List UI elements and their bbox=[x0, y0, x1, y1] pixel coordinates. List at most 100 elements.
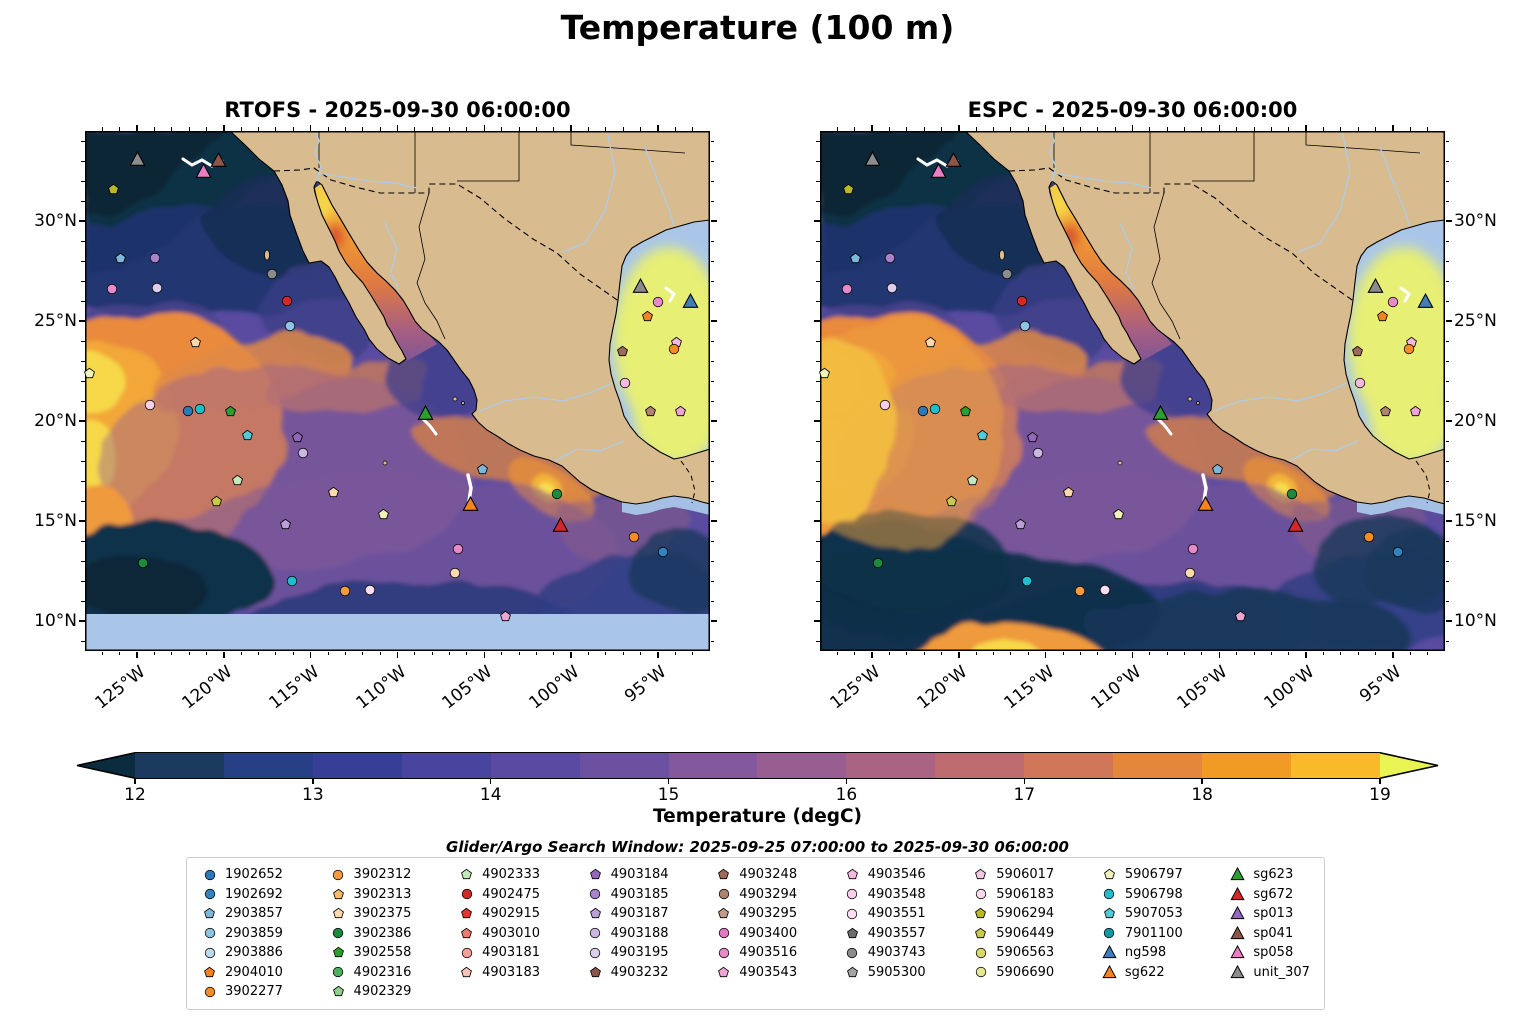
x-minor-tick bbox=[993, 127, 995, 131]
legend-label: 4903294 bbox=[739, 886, 798, 902]
pent-marker-icon bbox=[846, 927, 858, 938]
legend-item: 4902915 bbox=[458, 904, 540, 924]
legend-label: 5906798 bbox=[1124, 886, 1183, 902]
legend-label: unit_307 bbox=[1253, 964, 1310, 980]
legend-marker bbox=[201, 966, 218, 979]
legend-label: 3902313 bbox=[353, 886, 412, 902]
y-minor-tick bbox=[1445, 380, 1449, 382]
colorbar-band bbox=[135, 753, 224, 778]
x-tick bbox=[223, 124, 225, 131]
x-tick bbox=[1392, 651, 1394, 658]
pent-marker-icon bbox=[332, 947, 344, 958]
legend-column: 4902333 4902475 4902915 4903010 4903181 49031… bbox=[458, 865, 540, 1002]
legend-marker bbox=[844, 868, 861, 881]
y-minor-tick bbox=[1445, 160, 1449, 162]
x-tick bbox=[871, 124, 873, 131]
circle-marker-icon bbox=[975, 947, 986, 958]
circle-marker-icon bbox=[589, 889, 601, 900]
legend-item: 4903294 bbox=[715, 885, 797, 905]
legend-item: 4903248 bbox=[715, 865, 797, 885]
x-minor-tick bbox=[1097, 127, 1099, 131]
x-minor-tick bbox=[941, 651, 943, 655]
x-minor-tick bbox=[327, 127, 329, 131]
x-minor-tick bbox=[362, 127, 364, 131]
circle-marker-icon bbox=[461, 889, 472, 900]
colorbar-bands bbox=[135, 752, 1380, 779]
x-minor-tick bbox=[501, 127, 503, 131]
legend-label: 3902277 bbox=[225, 984, 283, 1000]
y-minor-tick bbox=[816, 300, 820, 302]
circle-marker-icon bbox=[975, 967, 986, 978]
colorbar-band bbox=[1290, 753, 1380, 778]
y-tick bbox=[710, 220, 717, 222]
y-tick-label: 25°N bbox=[1454, 311, 1497, 331]
legend-item: 5906798 bbox=[1101, 885, 1183, 905]
legend-label: 4902915 bbox=[482, 906, 540, 922]
legend-item: ng598 bbox=[1101, 943, 1183, 963]
legend-column: 5906797 5906798 5907053 7901100 ng598 sg622 bbox=[1101, 865, 1183, 1002]
panel-title-rtofs: RTOFS - 2025-09-30 06:00:00 bbox=[224, 98, 571, 122]
x-tick bbox=[396, 124, 399, 131]
tri-marker-icon bbox=[1230, 867, 1245, 881]
legend-marker bbox=[587, 927, 604, 939]
x-tick bbox=[958, 651, 960, 658]
y-minor-tick bbox=[1445, 540, 1449, 542]
y-minor-tick bbox=[710, 340, 714, 342]
y-minor-tick bbox=[81, 640, 85, 642]
x-minor-tick bbox=[587, 127, 589, 131]
circle-marker-icon bbox=[847, 947, 858, 958]
legend-item: sg622 bbox=[1101, 963, 1183, 983]
legend-marker bbox=[972, 907, 989, 920]
legend-column: 3902312 3902313 3902375 3902386 3902558 49023… bbox=[330, 865, 412, 1002]
legend-marker bbox=[1101, 927, 1118, 939]
y-minor-tick bbox=[710, 540, 714, 542]
colorbar: 12 13 14 15 16 17 18 19 bbox=[75, 752, 1440, 805]
y-minor-tick bbox=[1445, 340, 1449, 342]
x-minor-tick bbox=[379, 651, 381, 655]
y-minor-tick bbox=[81, 180, 85, 182]
colorbar-tick bbox=[134, 779, 136, 784]
x-minor-tick bbox=[1253, 127, 1255, 131]
circle-marker-icon bbox=[1104, 928, 1115, 939]
legend-item: sp013 bbox=[1229, 904, 1310, 924]
y-tick bbox=[78, 520, 85, 522]
panel-title-espc: ESPC - 2025-09-30 06:00:00 bbox=[967, 98, 1298, 122]
x-tick bbox=[483, 124, 485, 131]
x-tick bbox=[483, 651, 485, 658]
x-minor-tick bbox=[1201, 127, 1203, 131]
x-minor-tick bbox=[1375, 127, 1377, 131]
colorbar-band bbox=[846, 753, 936, 778]
map-frame-espc: 125°W 120°W 115°W 110°W 105°W 100°W 95°W 30°N 25… bbox=[813, 124, 1497, 713]
legend-marker bbox=[972, 947, 989, 959]
legend-column: 4903248 4903294 4903295 4903400 4903516 49035… bbox=[715, 865, 797, 1002]
x-minor-tick bbox=[941, 127, 943, 131]
colorbar-band bbox=[312, 753, 402, 778]
legend-marker bbox=[330, 927, 347, 939]
x-minor-tick bbox=[1166, 651, 1168, 655]
y-minor-tick bbox=[710, 460, 714, 462]
legend-marker bbox=[330, 966, 347, 978]
x-minor-tick bbox=[1079, 127, 1081, 131]
y-minor-tick bbox=[710, 600, 714, 602]
legend-label: 4903546 bbox=[867, 867, 926, 883]
x-minor-tick bbox=[906, 127, 908, 131]
y-tick-label: 10°N bbox=[34, 610, 77, 631]
x-tick-label: 110°W bbox=[351, 662, 410, 714]
legend-item: 3902312 bbox=[330, 865, 411, 885]
y-tick-label: 30°N bbox=[34, 211, 77, 231]
x-minor-tick bbox=[1288, 651, 1290, 655]
tri-marker-icon bbox=[1102, 945, 1117, 959]
pent-marker-icon bbox=[718, 966, 730, 977]
x-minor-tick bbox=[854, 651, 856, 655]
y-minor-tick bbox=[710, 480, 714, 482]
legend-label: 3902386 bbox=[353, 925, 412, 941]
circle-marker-icon bbox=[332, 869, 344, 880]
y-minor-tick bbox=[710, 640, 714, 642]
map-rtofs bbox=[85, 131, 710, 651]
y-minor-tick bbox=[81, 300, 85, 302]
legend-marker bbox=[458, 927, 475, 940]
legend-marker bbox=[201, 986, 218, 998]
y-minor-tick bbox=[1445, 560, 1449, 562]
circle-marker-icon bbox=[332, 967, 344, 978]
legend-item: 5906449 bbox=[972, 924, 1054, 944]
